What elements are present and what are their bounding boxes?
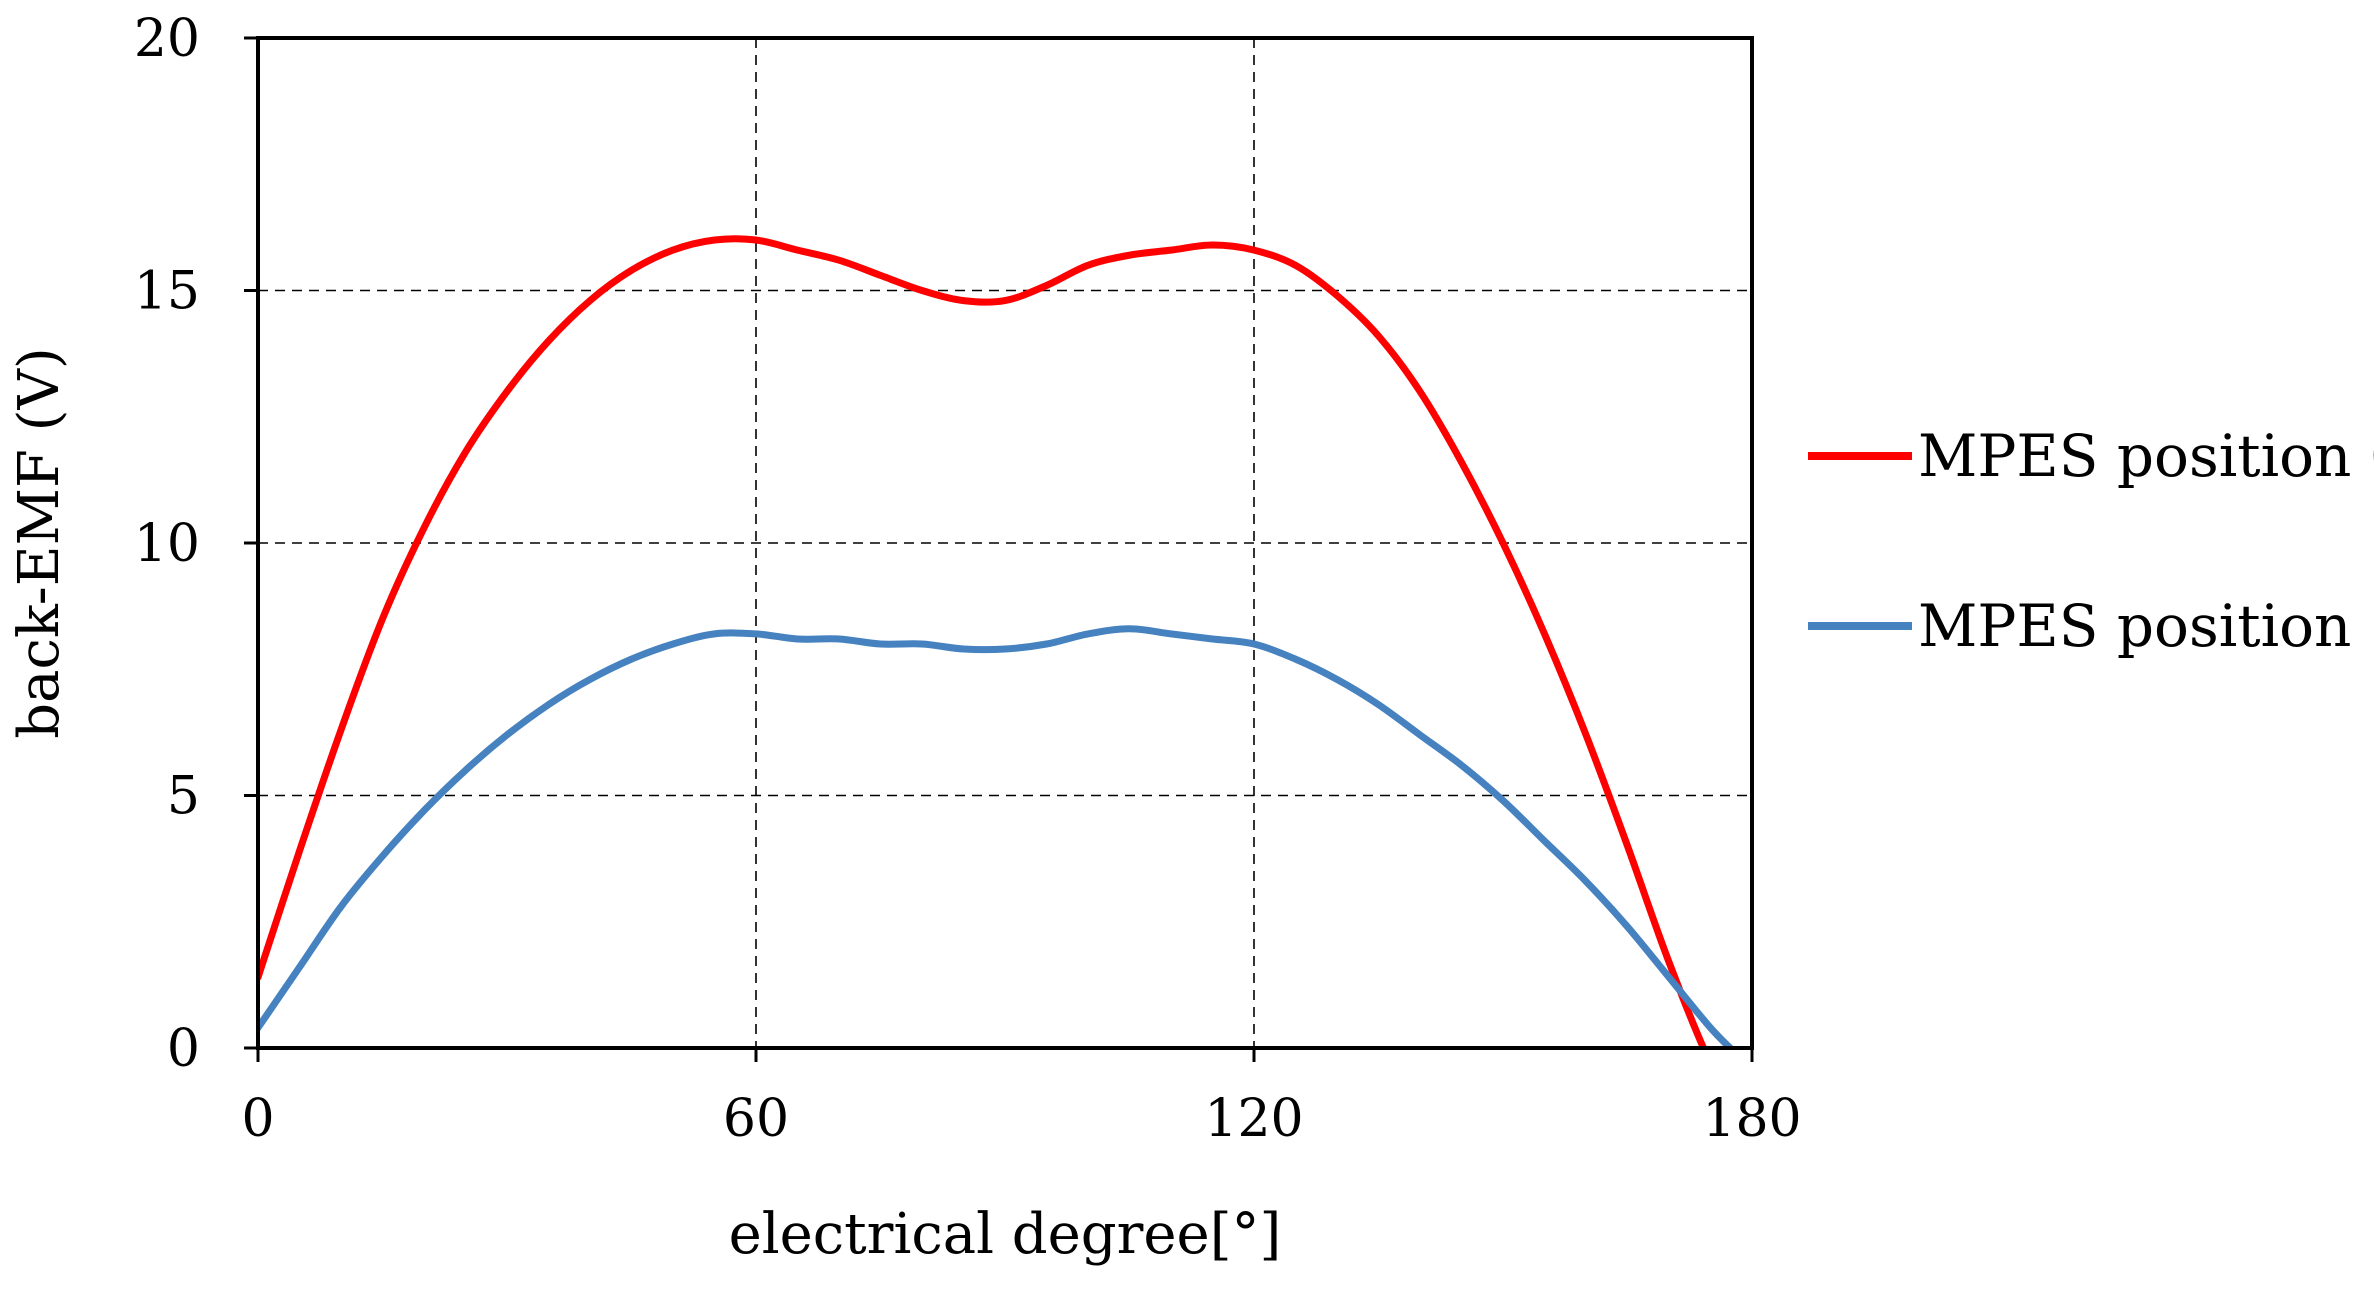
y-axis-label: back-EMF (V) [7, 347, 72, 738]
y-tick-label: 15 [134, 262, 200, 322]
legend-label-2: MPES position 5 [1918, 592, 2374, 660]
y-tick-label: 10 [134, 514, 200, 574]
y-tick-label: 0 [167, 1019, 200, 1079]
y-tick-label: 5 [167, 767, 200, 827]
y-tick-label: 20 [134, 9, 200, 69]
x-tick-label: 0 [241, 1089, 274, 1149]
axis-ticks: 0 60 120 180 0 5 10 15 20 [134, 9, 1802, 1149]
x-tick-label: 60 [723, 1089, 789, 1149]
x-axis-label: electrical degree[°] [729, 1202, 1282, 1267]
series-layer [258, 235, 1736, 1048]
grid-lines [258, 38, 1752, 1048]
legend-label-1: MPES position 0 [1918, 422, 2374, 490]
legend: MPES position 0 MPES position 5 [1808, 422, 2374, 660]
series-line-2 [258, 625, 1736, 1048]
series-line-1 [258, 235, 1708, 1048]
x-tick-label: 120 [1204, 1089, 1303, 1149]
x-tick-label: 180 [1702, 1089, 1801, 1149]
